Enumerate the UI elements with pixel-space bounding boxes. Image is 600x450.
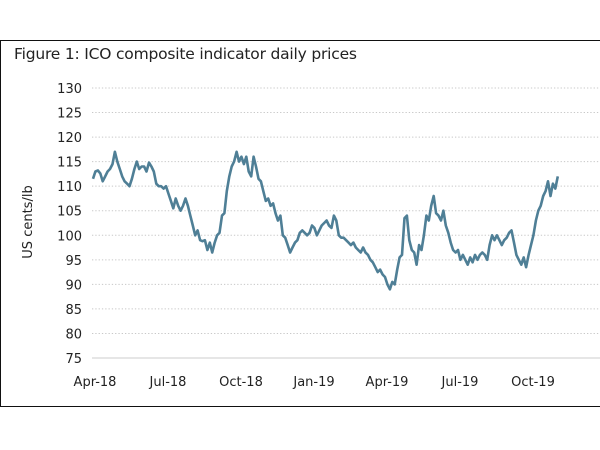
x-tick-label: Jul-19 (441, 375, 479, 390)
y-tick-label: 125 (57, 107, 82, 122)
y-tick-label: 110 (57, 180, 82, 195)
y-tick-label: 115 (57, 156, 82, 171)
figure-frame (0, 40, 600, 407)
series-line (91, 150, 560, 291)
x-tick-label: Apr-19 (366, 375, 409, 390)
x-tick-label: Jan-19 (292, 375, 334, 390)
y-tick-label: 80 (65, 327, 82, 342)
y-axis-ticks: 75 80 85 90 95 100 105 110 115 120 125 130 (57, 82, 82, 367)
x-tick-label: Oct-19 (511, 375, 555, 390)
x-tick-label: Apr-18 (74, 375, 117, 390)
y-tick-label: 85 (65, 303, 82, 318)
x-tick-label: Oct-18 (219, 375, 263, 390)
y-tick-label: 90 (65, 278, 82, 293)
y-tick-label: 130 (57, 82, 82, 97)
x-axis-ticks: Apr-18 Jul-18 Oct-18 Jan-19 Apr-19 Jul-19 Oct-… (74, 375, 555, 390)
y-tick-label: 105 (57, 205, 82, 220)
gridlines (92, 87, 600, 359)
series-group (91, 150, 560, 291)
y-axis-label: US cents/lb (21, 185, 36, 258)
y-tick-label: 120 (57, 131, 82, 146)
y-tick-label: 75 (65, 352, 82, 367)
chart-title: Figure 1: ICO composite indicator daily … (14, 45, 357, 63)
y-tick-label: 95 (65, 254, 82, 269)
x-tick-label: Jul-18 (149, 375, 187, 390)
y-tick-label: 100 (57, 229, 82, 244)
